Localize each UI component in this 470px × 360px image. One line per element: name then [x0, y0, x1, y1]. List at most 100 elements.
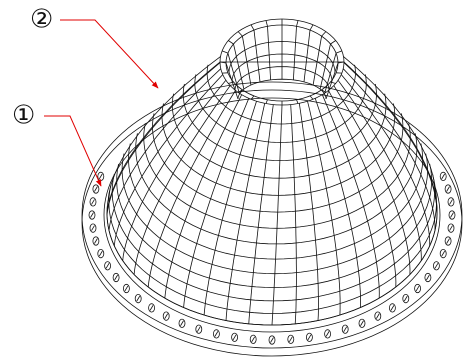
bolt-slot	[270, 337, 274, 343]
rim-tick	[250, 95, 255, 100]
dome-meridian	[321, 94, 380, 299]
bolt-slot	[105, 263, 110, 269]
rim-tick	[228, 40, 234, 45]
rim-tick	[309, 24, 314, 31]
rim-tick	[265, 20, 268, 27]
bolt-slot	[449, 199, 453, 205]
inner-meridian	[303, 30, 311, 82]
bolt-slot	[441, 173, 446, 180]
inner-meridian	[233, 43, 245, 90]
dome-meridian	[337, 80, 422, 261]
dome-meridian	[298, 103, 319, 321]
dome-meridian	[225, 103, 266, 321]
bolt-hole	[268, 335, 276, 345]
dome-geometry	[81, 18, 463, 357]
bolt-hole	[178, 318, 186, 328]
dome-meridian	[314, 98, 362, 308]
bolt-slot	[114, 274, 118, 281]
bolt-slot	[426, 274, 430, 281]
dome-meridian	[183, 98, 250, 308]
label-1: ①	[12, 101, 35, 131]
dome-ring	[143, 123, 411, 229]
dome-meridian	[342, 68, 436, 231]
bolt-slot	[98, 250, 103, 257]
flange-inner	[103, 97, 441, 333]
rim-tick	[335, 50, 343, 54]
rim-tick	[250, 24, 255, 31]
bolt-hole	[444, 184, 452, 194]
bolt-hole	[134, 293, 142, 304]
rim-tick	[321, 31, 327, 37]
bolt-slot	[450, 212, 454, 218]
bolt-hole	[123, 283, 130, 294]
inner-meridian	[242, 36, 252, 86]
dome-meridian	[164, 94, 243, 299]
bolt-hole	[444, 236, 452, 246]
bolt-hole	[305, 332, 313, 342]
bolt-slot	[164, 313, 169, 319]
bolt-slot	[325, 331, 330, 337]
bolt-hole	[104, 261, 111, 271]
bolt-slot	[415, 285, 420, 292]
bolt-hole	[447, 223, 455, 233]
bolt-slot	[441, 250, 446, 257]
bolt-hole	[448, 210, 456, 220]
bolt-hole	[249, 334, 257, 344]
dome-ring	[106, 195, 438, 326]
bolt-slot	[136, 295, 141, 302]
bolt-hole	[231, 332, 239, 342]
rim-tick	[296, 99, 299, 104]
bolt-slot	[446, 186, 450, 192]
bolt-hole	[324, 329, 332, 339]
dome-meridian	[147, 90, 236, 288]
rim-tick	[330, 40, 336, 45]
bolt-slot	[446, 238, 450, 244]
dome-ring	[161, 103, 396, 196]
dome-meridian	[203, 101, 257, 316]
dome-meridian	[343, 56, 437, 199]
bolt-slot	[90, 212, 94, 218]
bolt-hole	[148, 303, 156, 313]
inner-meridian	[319, 43, 331, 90]
rim-tick	[219, 61, 227, 64]
label-2: ②	[30, 5, 53, 35]
bolt-slot	[375, 313, 380, 319]
inner-meridian	[227, 53, 240, 94]
bolt-slot	[449, 225, 453, 231]
dome-meridian	[271, 104, 283, 326]
bolt-slot	[91, 225, 95, 231]
bolt-slot	[91, 199, 95, 205]
dome-meridian	[133, 85, 231, 275]
bolt-slot	[124, 285, 129, 292]
rim-tick	[265, 99, 268, 104]
dome-meridian	[290, 104, 297, 324]
rim-tick	[237, 31, 243, 37]
bolt-slot	[149, 305, 154, 311]
inner-meridian	[292, 26, 297, 80]
dome-ring	[135, 133, 418, 245]
bolt-hole	[195, 324, 203, 334]
bolt-slot	[251, 336, 256, 343]
bolt-hole	[287, 334, 295, 344]
inner-meridian	[324, 53, 337, 94]
bolt-hole	[432, 261, 440, 271]
bolt-hole	[388, 303, 396, 313]
bolt-hole	[212, 329, 220, 339]
bolt-hole	[88, 210, 96, 220]
bolt-slot	[307, 334, 312, 340]
rim-tick	[221, 50, 229, 54]
bolt-hole	[374, 311, 382, 321]
bolt-slot	[94, 238, 98, 244]
bolt-slot	[180, 320, 184, 326]
dome-meridian	[122, 80, 227, 261]
dome-meridian	[328, 90, 397, 288]
bolt-hole	[341, 324, 349, 334]
inner-meridian	[267, 26, 272, 80]
flange-top	[81, 81, 463, 349]
dome-meridian	[248, 104, 274, 324]
inner-meridian	[225, 62, 239, 100]
bolt-slot	[94, 186, 98, 192]
bolt-hole	[439, 171, 447, 181]
leader-2	[60, 19, 159, 89]
